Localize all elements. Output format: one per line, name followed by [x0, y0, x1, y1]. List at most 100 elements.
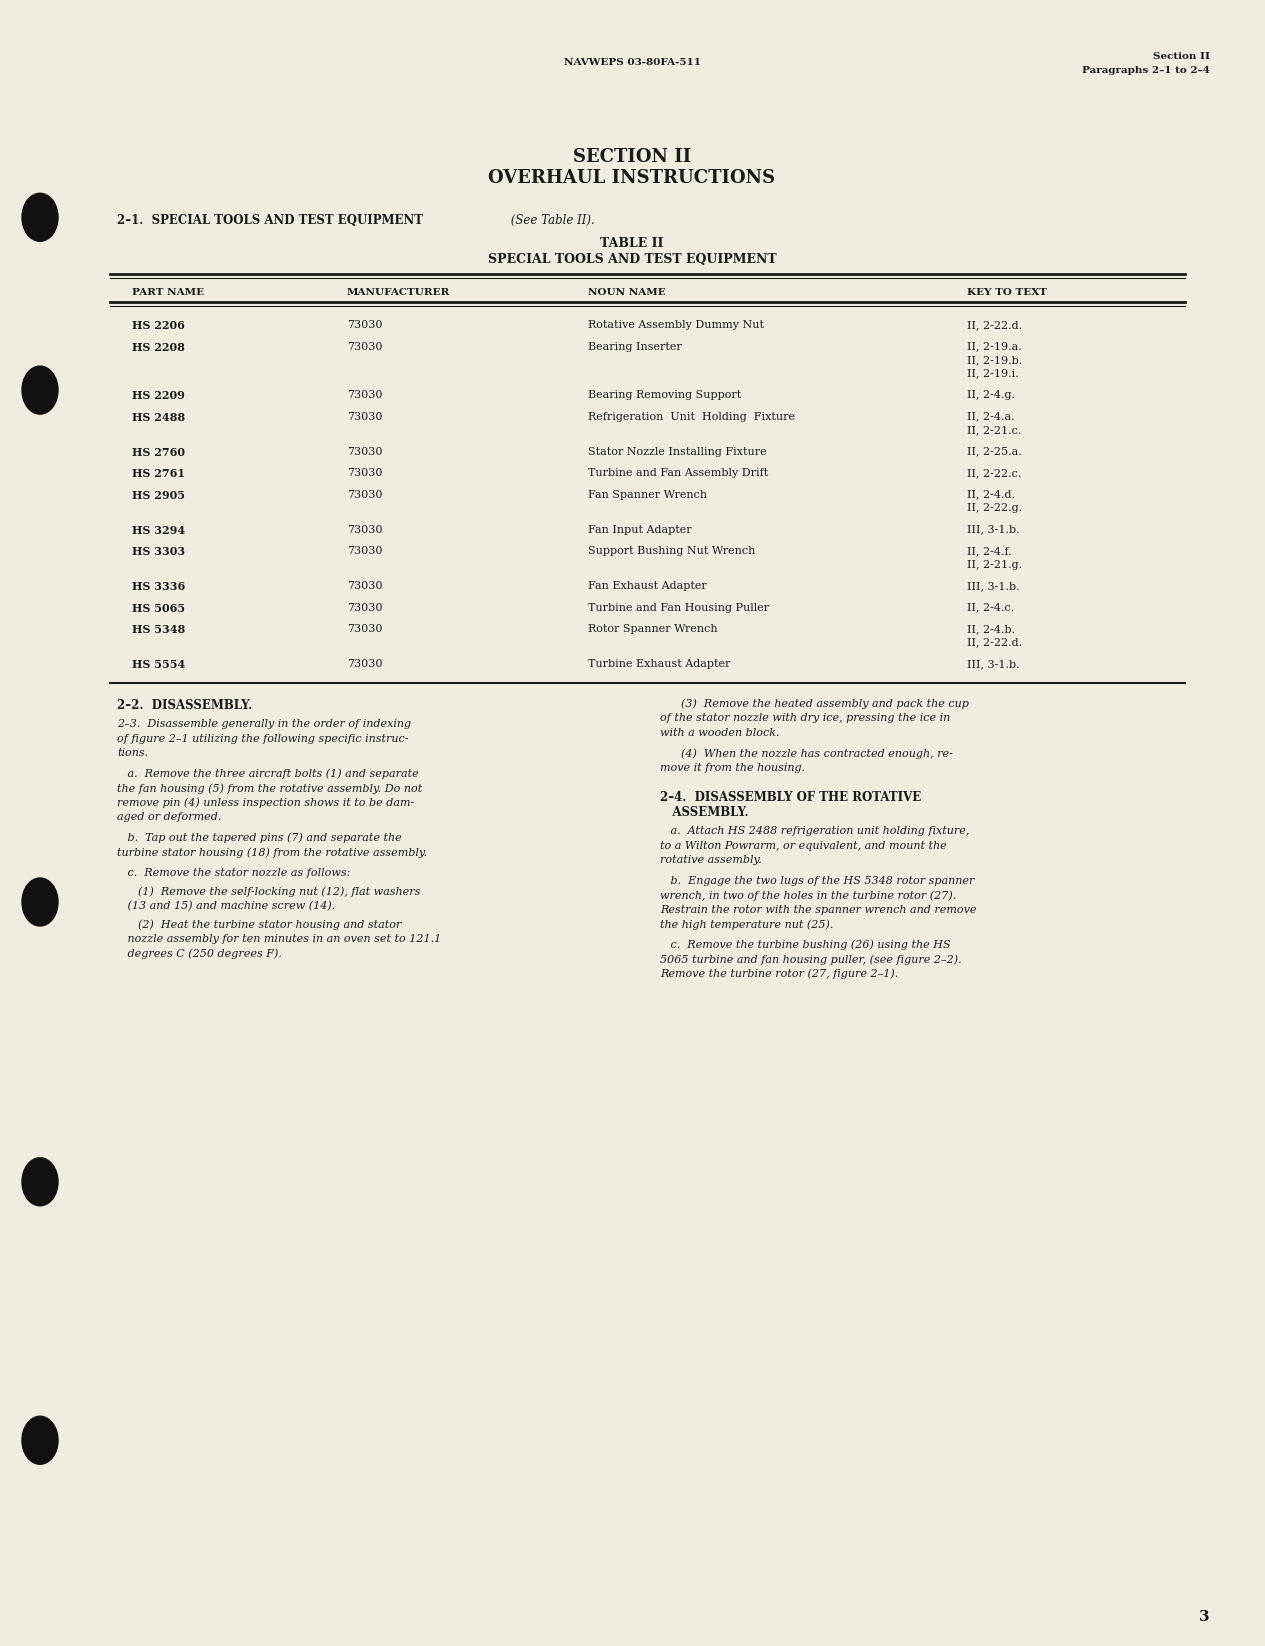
Text: II, 2-4.c.: II, 2-4.c. [966, 602, 1015, 612]
Text: move it from the housing.: move it from the housing. [660, 762, 805, 772]
Text: of the stator nozzle with dry ice, pressing the ice in: of the stator nozzle with dry ice, press… [660, 713, 950, 723]
Text: 73030: 73030 [347, 624, 382, 634]
Text: 73030: 73030 [347, 581, 382, 591]
Text: II, 2-4.f.: II, 2-4.f. [966, 546, 1012, 556]
Text: HS 2206: HS 2206 [132, 319, 185, 331]
Text: TABLE II: TABLE II [601, 237, 664, 250]
Text: Fan Input Adapter: Fan Input Adapter [588, 525, 692, 535]
Text: III, 3-1.b.: III, 3-1.b. [966, 658, 1020, 668]
Text: degrees C (250 degrees F).: degrees C (250 degrees F). [116, 948, 282, 958]
Text: II, 2-21.g.: II, 2-21.g. [966, 560, 1022, 570]
Text: II, 2-21.c.: II, 2-21.c. [966, 425, 1021, 435]
Text: (2)  Heat the turbine stator housing and stator: (2) Heat the turbine stator housing and … [116, 918, 401, 930]
Text: OVERHAUL INSTRUCTIONS: OVERHAUL INSTRUCTIONS [488, 170, 775, 188]
Text: Refrigeration  Unit  Holding  Fixture: Refrigeration Unit Holding Fixture [588, 412, 794, 421]
Text: ASSEMBLY.: ASSEMBLY. [660, 805, 749, 818]
Text: 73030: 73030 [347, 412, 382, 421]
Text: II, 2-4.a.: II, 2-4.a. [966, 412, 1015, 421]
Text: 73030: 73030 [347, 390, 382, 400]
Text: Turbine and Fan Housing Puller: Turbine and Fan Housing Puller [588, 602, 769, 612]
Text: Paragraphs 2–1 to 2–4: Paragraphs 2–1 to 2–4 [1082, 66, 1211, 76]
Text: a.  Remove the three aircraft bolts (1) and separate: a. Remove the three aircraft bolts (1) a… [116, 769, 419, 779]
Ellipse shape [22, 193, 58, 242]
Text: b.  Engage the two lugs of the HS 5348 rotor spanner: b. Engage the two lugs of the HS 5348 ro… [660, 876, 974, 886]
Text: 73030: 73030 [347, 446, 382, 456]
Text: (4)  When the nozzle has contracted enough, re-: (4) When the nozzle has contracted enoug… [660, 747, 953, 759]
Text: rotative assembly.: rotative assembly. [660, 854, 762, 866]
Text: II, 2-4.b.: II, 2-4.b. [966, 624, 1015, 634]
Text: 73030: 73030 [347, 658, 382, 668]
Text: the high temperature nut (25).: the high temperature nut (25). [660, 918, 834, 930]
Text: b.  Tap out the tapered pins (7) and separate the: b. Tap out the tapered pins (7) and sepa… [116, 833, 402, 843]
Ellipse shape [22, 365, 58, 415]
Text: 73030: 73030 [347, 546, 382, 556]
Text: 2–4.  DISASSEMBLY OF THE ROTATIVE: 2–4. DISASSEMBLY OF THE ROTATIVE [660, 792, 921, 803]
Text: tions.: tions. [116, 747, 148, 759]
Text: 2–1.  SPECIAL TOOLS AND TEST EQUIPMENT: 2–1. SPECIAL TOOLS AND TEST EQUIPMENT [116, 214, 423, 227]
Text: a.  Attach HS 2488 refrigeration unit holding fixture,: a. Attach HS 2488 refrigeration unit hol… [660, 826, 969, 836]
Text: HS 5348: HS 5348 [132, 624, 185, 635]
Text: HS 2905: HS 2905 [132, 489, 185, 500]
Text: SECTION II: SECTION II [573, 148, 691, 166]
Text: HS 5065: HS 5065 [132, 602, 185, 614]
Text: wrench, in two of the holes in the turbine rotor (27).: wrench, in two of the holes in the turbi… [660, 890, 956, 900]
Ellipse shape [22, 1416, 58, 1465]
Text: Fan Exhaust Adapter: Fan Exhaust Adapter [588, 581, 707, 591]
Text: NAVWEPS 03-80FA-511: NAVWEPS 03-80FA-511 [563, 58, 701, 67]
Text: MANUFACTURER: MANUFACTURER [347, 288, 450, 296]
Text: HS 5554: HS 5554 [132, 658, 185, 670]
Text: II, 2-22.d.: II, 2-22.d. [966, 319, 1022, 329]
Text: Bearing Removing Support: Bearing Removing Support [588, 390, 741, 400]
Text: 5065 turbine and fan housing puller, (see figure 2–2).: 5065 turbine and fan housing puller, (se… [660, 955, 961, 965]
Text: KEY TO TEXT: KEY TO TEXT [966, 288, 1047, 296]
Text: 73030: 73030 [347, 319, 382, 329]
Text: II, 2-4.d.: II, 2-4.d. [966, 489, 1015, 499]
Text: Turbine and Fan Assembly Drift: Turbine and Fan Assembly Drift [588, 467, 768, 477]
Text: turbine stator housing (18) from the rotative assembly.: turbine stator housing (18) from the rot… [116, 848, 428, 858]
Text: aged or deformed.: aged or deformed. [116, 811, 221, 821]
Text: HS 3303: HS 3303 [132, 546, 185, 556]
Text: III, 3-1.b.: III, 3-1.b. [966, 581, 1020, 591]
Text: II, 2-4.g.: II, 2-4.g. [966, 390, 1015, 400]
Text: of figure 2–1 utilizing the following specific instruc-: of figure 2–1 utilizing the following sp… [116, 734, 409, 744]
Text: HS 2209: HS 2209 [132, 390, 185, 402]
Text: HS 3336: HS 3336 [132, 581, 185, 593]
Text: Support Bushing Nut Wrench: Support Bushing Nut Wrench [588, 546, 755, 556]
Text: II, 2-19.a.: II, 2-19.a. [966, 341, 1022, 352]
Text: Rotative Assembly Dummy Nut: Rotative Assembly Dummy Nut [588, 319, 764, 329]
Text: II, 2-19.i.: II, 2-19.i. [966, 369, 1018, 379]
Text: II, 2-25.a.: II, 2-25.a. [966, 446, 1022, 456]
Text: Remove the turbine rotor (27, figure 2–1).: Remove the turbine rotor (27, figure 2–1… [660, 968, 898, 979]
Text: Section II: Section II [1152, 53, 1211, 61]
Text: III, 3-1.b.: III, 3-1.b. [966, 525, 1020, 535]
Text: 73030: 73030 [347, 525, 382, 535]
Text: to a Wilton Powrarm, or equivalent, and mount the: to a Wilton Powrarm, or equivalent, and … [660, 841, 946, 851]
Text: Turbine Exhaust Adapter: Turbine Exhaust Adapter [588, 658, 730, 668]
Text: SPECIAL TOOLS AND TEST EQUIPMENT: SPECIAL TOOLS AND TEST EQUIPMENT [488, 253, 777, 267]
Text: (1)  Remove the self-locking nut (12), flat washers: (1) Remove the self-locking nut (12), fl… [116, 886, 420, 897]
Text: II, 2-19.b.: II, 2-19.b. [966, 356, 1022, 365]
Text: (See Table II).: (See Table II). [507, 214, 595, 227]
Text: 2–3.  Disassemble generally in the order of indexing: 2–3. Disassemble generally in the order … [116, 719, 411, 729]
Text: c.  Remove the turbine bushing (26) using the HS: c. Remove the turbine bushing (26) using… [660, 940, 950, 950]
Text: HS 2208: HS 2208 [132, 341, 185, 352]
Text: with a wooden block.: with a wooden block. [660, 728, 779, 737]
Text: (13 and 15) and machine screw (14).: (13 and 15) and machine screw (14). [116, 900, 335, 910]
Text: the fan housing (5) from the rotative assembly. Do not: the fan housing (5) from the rotative as… [116, 783, 423, 793]
Ellipse shape [22, 1157, 58, 1207]
Text: HS 2761: HS 2761 [132, 467, 185, 479]
Text: 3: 3 [1199, 1610, 1211, 1625]
Text: Stator Nozzle Installing Fixture: Stator Nozzle Installing Fixture [588, 446, 767, 456]
Text: 2–2.  DISASSEMBLY.: 2–2. DISASSEMBLY. [116, 698, 252, 711]
Text: remove pin (4) unless inspection shows it to be dam-: remove pin (4) unless inspection shows i… [116, 798, 414, 808]
Ellipse shape [22, 877, 58, 927]
Text: NOUN NAME: NOUN NAME [588, 288, 665, 296]
Text: HS 2760: HS 2760 [132, 446, 185, 458]
Text: Rotor Spanner Wrench: Rotor Spanner Wrench [588, 624, 717, 634]
Text: PART NAME: PART NAME [132, 288, 204, 296]
Text: 73030: 73030 [347, 341, 382, 352]
Text: Restrain the rotor with the spanner wrench and remove: Restrain the rotor with the spanner wren… [660, 905, 977, 915]
Text: nozzle assembly for ten minutes in an oven set to 121.1: nozzle assembly for ten minutes in an ov… [116, 933, 441, 943]
Text: II, 2-22.c.: II, 2-22.c. [966, 467, 1021, 477]
Text: HS 2488: HS 2488 [132, 412, 185, 423]
